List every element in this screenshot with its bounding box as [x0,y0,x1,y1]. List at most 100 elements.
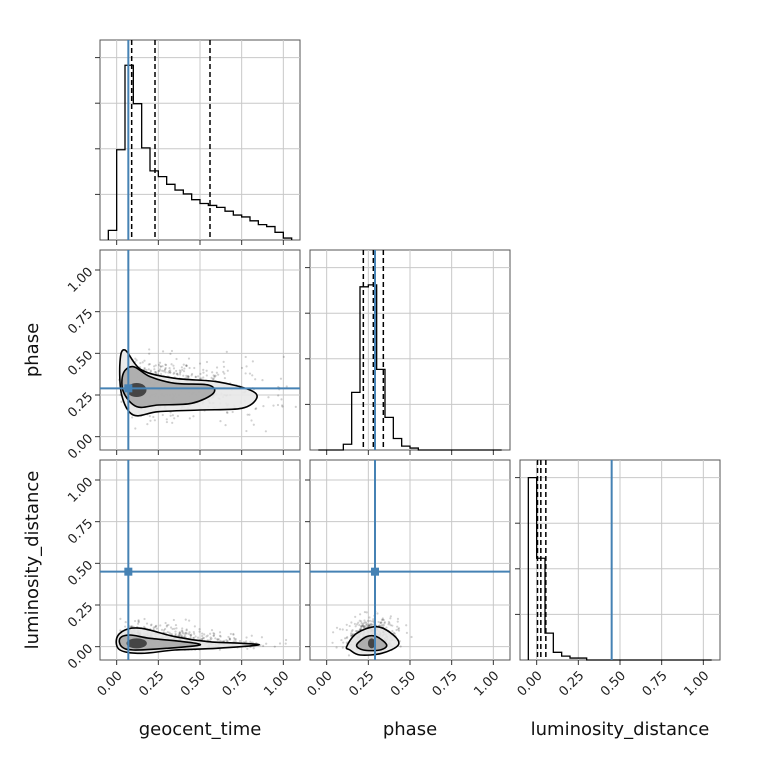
sample-point [205,360,209,364]
sample-point [157,370,160,373]
sample-point [363,625,366,628]
sample-point [252,423,255,426]
sample-point [370,623,373,626]
sample-point [185,364,188,368]
sample-point [153,368,156,371]
sample-point [366,619,370,623]
sample-point [209,638,212,641]
sample-point [167,623,170,627]
sample-point [331,641,334,644]
sample-point [252,647,255,650]
sample-point [173,417,176,420]
sample-point [382,618,385,622]
sample-point [176,372,179,375]
sample-point [349,634,353,637]
sample-point [187,357,191,360]
sample-point [228,638,232,641]
sample-point [197,375,200,378]
sample-point [164,366,167,370]
sample-point [193,632,196,635]
sample-point [363,621,366,624]
sample-point [159,365,162,368]
sample-point [364,621,367,624]
sample-point [168,631,171,634]
sample-point [397,628,400,631]
sample-point [319,386,321,388]
y-tick-label-luminosity_distance: 0.25 [65,600,96,631]
sample-point [198,628,201,631]
sample-point [217,373,220,376]
sample-point [143,625,146,628]
sample-point [192,636,196,640]
sample-point [377,620,380,624]
y-tick-label-phase: 0.50 [65,348,96,379]
sample-point [396,617,400,621]
sample-point [351,632,354,636]
sample-point [279,377,283,380]
y-axis-label-luminosity_distance: luminosity_distance [22,471,43,650]
sample-point [175,369,178,373]
sample-point [187,632,190,635]
sample-point [363,610,367,614]
sample-point [212,377,215,380]
sample-point [165,418,168,421]
sample-point [217,638,220,641]
sample-point [199,377,202,380]
sample-point [184,631,187,634]
sample-point [361,624,365,627]
sample-point [171,627,174,631]
sample-point [397,627,401,630]
x-axis-label-geocent_time: geocent_time [139,719,262,740]
sample-point [193,625,196,628]
sample-point [343,637,347,640]
sample-point [146,422,149,426]
sample-point [234,640,237,643]
sample-point [154,625,157,628]
sample-point [187,375,190,378]
sample-point [387,620,390,624]
sample-point [244,372,247,375]
sample-point [364,625,367,629]
sample-point [379,621,382,625]
sample-point [366,625,369,628]
sample-point [184,618,187,621]
sample-point [177,634,180,637]
sample-point [251,360,254,363]
sample-point [392,631,395,634]
y-tick-label-phase: 1.00 [65,265,96,296]
sample-point [211,378,215,381]
sample-point [362,622,365,625]
sample-point [165,420,169,424]
sample-point [356,629,359,633]
sample-point [189,634,192,637]
sample-point [181,631,184,634]
sample-point [184,632,187,635]
sample-point [194,376,197,379]
sample-point [359,627,363,630]
sample-point [367,624,370,627]
sample-point [164,371,167,374]
sample-point [353,622,356,626]
y-tick-label-phase: 0.75 [65,306,96,337]
sample-point [214,374,217,377]
sample-point [396,620,399,623]
sample-point [130,625,134,628]
sample-point [185,374,188,377]
sample-point [153,371,157,374]
sample-point [345,636,348,640]
sample-point [234,637,237,641]
sample-point [202,636,206,639]
sample-point [188,417,191,420]
sample-point [172,364,175,367]
sample-point [260,636,264,639]
sample-point [280,398,283,401]
sample-point [150,623,153,626]
sample-point [255,407,258,410]
sample-point [361,624,364,628]
sample-point [348,624,351,628]
sample-point [205,369,208,372]
sample-point [119,617,122,621]
sample-point [167,371,170,374]
sample-point [176,415,179,418]
sample-point [178,632,182,635]
